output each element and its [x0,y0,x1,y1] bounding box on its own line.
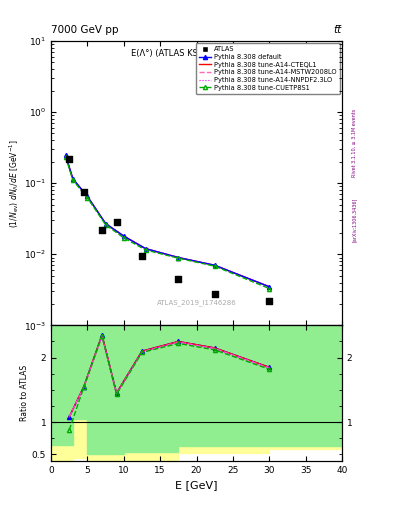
Point [175,275,182,283]
Point [139,252,145,260]
Text: Rivet 3.1.10, ≥ 3.1M events: Rivet 3.1.10, ≥ 3.1M events [352,109,357,178]
Text: [arXiv:1306.3436]: [arXiv:1306.3436] [352,198,357,242]
Point [99,226,105,234]
Text: 7000 GeV pp: 7000 GeV pp [51,25,119,35]
Y-axis label: $(1/N_\mathrm{ev})\ dN_\Lambda/dE\ [\mathrm{GeV}^{-1}]$: $(1/N_\mathrm{ev})\ dN_\Lambda/dE\ [\mat… [7,139,21,227]
Point [81,188,87,196]
Point [66,155,72,163]
Legend: ATLAS, Pythia 8.308 default, Pythia 8.308 tune-A14-CTEQL1, Pythia 8.308 tune-A14: ATLAS, Pythia 8.308 default, Pythia 8.30… [196,43,340,94]
Y-axis label: Ratio to ATLAS: Ratio to ATLAS [20,365,29,421]
Text: tt̅: tt̅ [334,25,342,35]
Point [266,297,272,305]
Text: ATLAS_2019_I1746286: ATLAS_2019_I1746286 [157,299,236,306]
Point [114,219,120,227]
X-axis label: E [GeV]: E [GeV] [175,480,218,490]
Text: E(Λ°) (ATLAS KS and Λ in tt̅bar): E(Λ°) (ATLAS KS and Λ in tt̅bar) [131,50,262,58]
Point [211,289,218,297]
